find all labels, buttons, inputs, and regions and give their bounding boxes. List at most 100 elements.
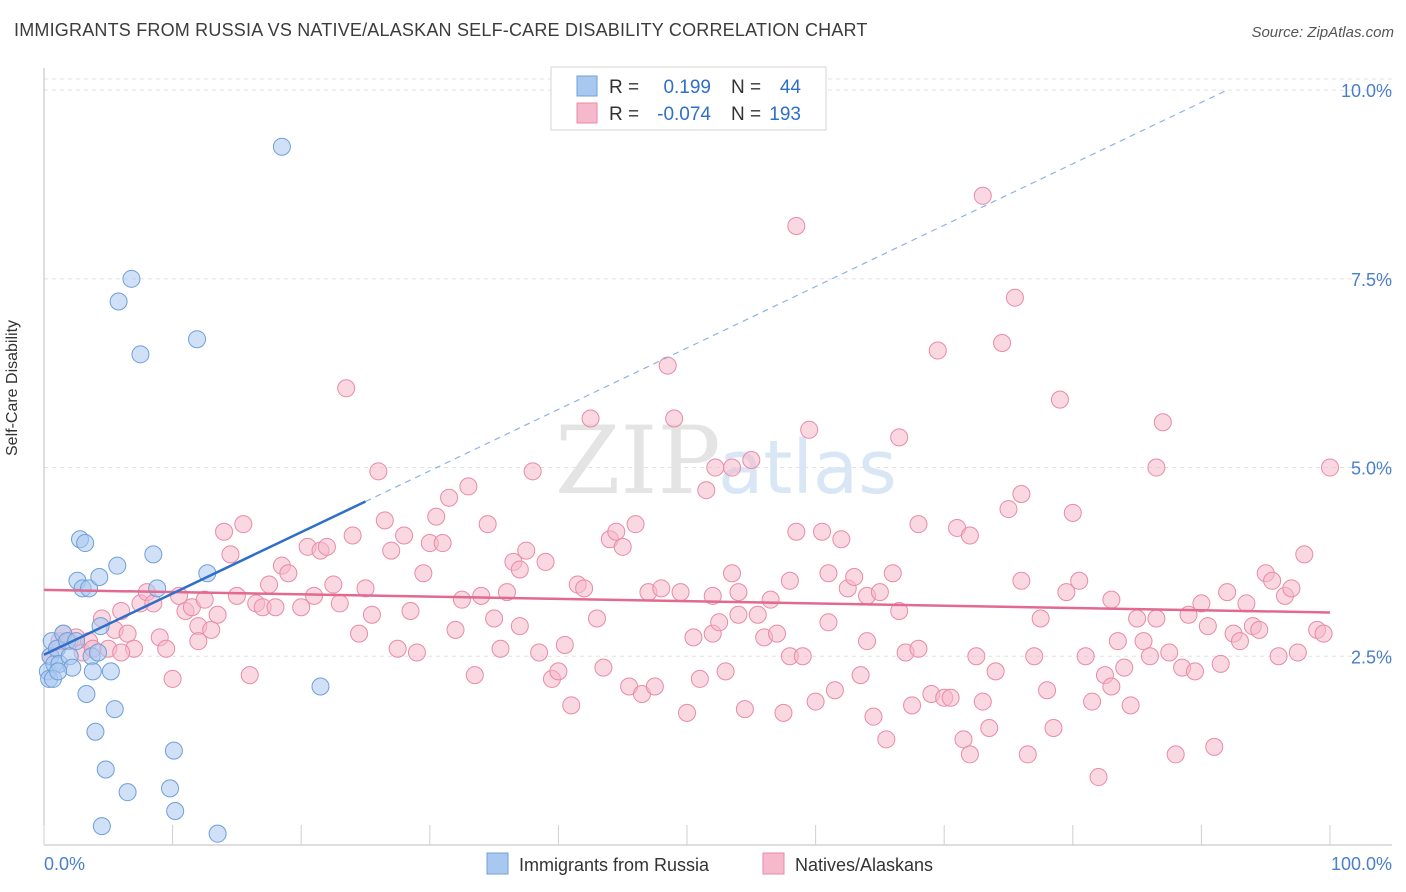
data-point-natives: [761, 590, 780, 609]
legend-stats-box: R = 0.199 N = 44 R = -0.074 N = 193: [550, 66, 827, 131]
data-point-natives: [555, 635, 574, 654]
trend-line-russia-extension: [365, 89, 1228, 503]
data-point-natives: [446, 620, 465, 639]
data-point-natives: [671, 583, 690, 602]
data-point-russia: [96, 760, 115, 779]
data-point-natives: [960, 526, 979, 545]
data-point-natives: [613, 537, 632, 556]
x-tick-label-left: 0.0%: [44, 854, 85, 874]
axes-layer: 2.5% 5.0% 7.5% 10.0% 0.0% 100.0%: [43, 68, 1392, 874]
y-tick-label: 10.0%: [1341, 81, 1392, 101]
data-point-natives: [472, 586, 491, 605]
data-point-natives: [485, 609, 504, 628]
data-point-natives: [362, 605, 381, 624]
data-point-natives: [1044, 718, 1063, 737]
data-point-natives: [774, 703, 793, 722]
data-point-natives: [658, 356, 677, 375]
data-point-natives: [157, 639, 176, 658]
data-point-natives: [234, 515, 253, 534]
legend-r-label: R =: [609, 77, 639, 98]
points-layer: [38, 137, 1339, 843]
data-point-natives: [1089, 768, 1108, 787]
data-point-natives: [723, 458, 742, 477]
data-point-natives: [337, 379, 356, 398]
data-point-natives: [1012, 571, 1031, 590]
data-point-natives: [1038, 681, 1057, 700]
data-point-natives: [1140, 647, 1159, 666]
data-point-russia: [118, 783, 137, 802]
data-point-natives: [1192, 594, 1211, 613]
data-point-russia: [208, 824, 227, 843]
data-point-natives: [1288, 643, 1307, 662]
data-point-natives: [1263, 571, 1282, 590]
data-point-natives: [1314, 624, 1333, 643]
legend-r-value: 0.199: [663, 77, 711, 98]
data-point-natives: [1218, 583, 1237, 602]
legend-n-value: 193: [769, 104, 801, 125]
data-point-natives: [1160, 643, 1179, 662]
data-point-natives: [748, 605, 767, 624]
data-point-natives: [401, 601, 420, 620]
data-point-natives: [407, 643, 426, 662]
data-point-natives: [536, 552, 555, 571]
data-point-natives: [292, 598, 311, 617]
data-point-natives: [388, 639, 407, 658]
data-point-russia: [164, 741, 183, 760]
data-point-russia: [148, 579, 167, 598]
data-point-russia: [80, 579, 99, 598]
data-point-natives: [1185, 662, 1204, 681]
data-point-natives: [459, 477, 478, 496]
data-point-natives: [967, 647, 986, 666]
y-tick-label: 2.5%: [1351, 647, 1392, 667]
data-point-natives: [382, 541, 401, 560]
data-point-natives: [375, 511, 394, 530]
data-point-natives: [195, 590, 214, 609]
y-tick-label: 7.5%: [1351, 270, 1392, 290]
data-point-natives: [369, 462, 388, 481]
data-point-russia: [272, 137, 291, 156]
data-point-natives: [523, 462, 542, 481]
data-point-natives: [819, 613, 838, 632]
data-point-natives: [607, 522, 626, 541]
data-point-natives: [1282, 579, 1301, 598]
data-point-russia: [101, 662, 120, 681]
data-point-natives: [1121, 696, 1140, 715]
data-point-natives: [208, 605, 227, 624]
data-point-natives: [510, 617, 529, 636]
data-point-natives: [793, 647, 812, 666]
data-point-natives: [858, 632, 877, 651]
trend-line-natives: [43, 588, 1331, 614]
data-point-natives: [118, 624, 137, 643]
watermark-zip: ZIP: [555, 407, 721, 516]
data-point-natives: [1070, 571, 1089, 590]
data-point-natives: [356, 579, 375, 598]
data-point-natives: [330, 594, 349, 613]
data-point-natives: [189, 632, 208, 651]
data-point-natives: [845, 568, 864, 587]
data-point-natives: [465, 666, 484, 685]
data-point-natives: [350, 624, 369, 643]
data-point-natives: [1205, 737, 1224, 756]
data-point-natives: [1128, 609, 1147, 628]
data-point-natives: [909, 515, 928, 534]
data-point-russia: [144, 545, 163, 564]
data-point-natives: [903, 696, 922, 715]
data-point-natives: [227, 586, 246, 605]
legend-r-label: R =: [609, 104, 639, 125]
data-point-natives: [825, 681, 844, 700]
data-point-russia: [188, 330, 207, 349]
data-point-natives: [562, 696, 581, 715]
data-point-natives: [706, 458, 725, 477]
data-point-natives: [729, 583, 748, 602]
data-point-natives: [710, 613, 729, 632]
data-point-natives: [703, 586, 722, 605]
data-point-russia: [49, 662, 68, 681]
data-point-natives: [440, 488, 459, 507]
data-point-natives: [1237, 594, 1256, 613]
data-point-natives: [729, 605, 748, 624]
data-point-natives: [735, 700, 754, 719]
data-point-natives: [1031, 609, 1050, 628]
x-tick-label-right: 100.0%: [1331, 854, 1392, 874]
data-point-natives: [163, 669, 182, 688]
